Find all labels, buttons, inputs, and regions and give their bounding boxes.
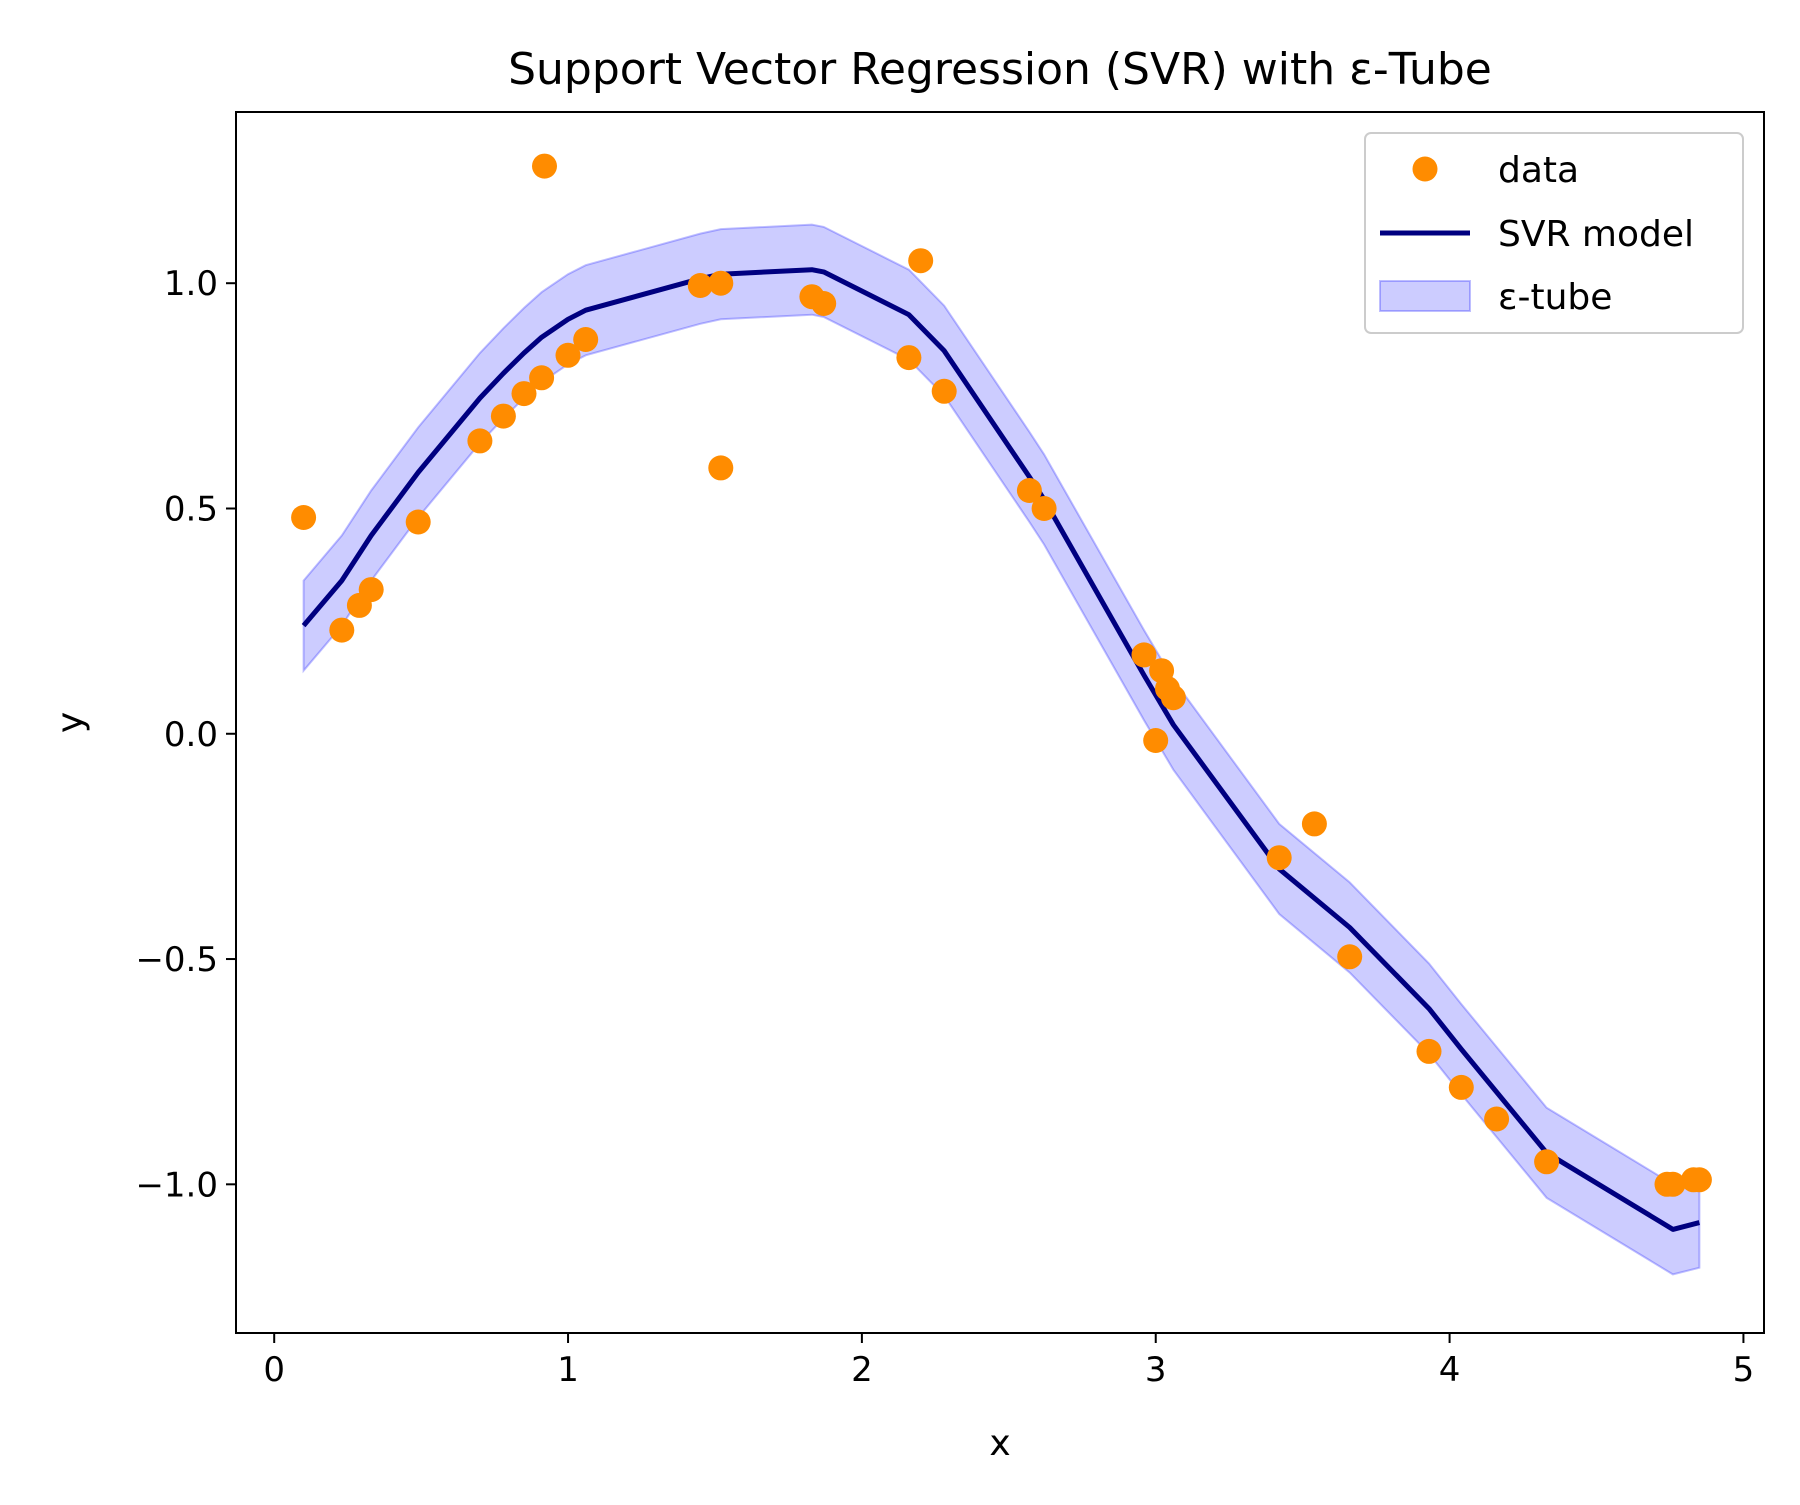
- x-tick-label: 3: [1145, 1350, 1167, 1390]
- data-point: [511, 381, 537, 407]
- data-point: [1484, 1106, 1510, 1132]
- data-point: [1266, 845, 1292, 871]
- data-point: [708, 270, 734, 296]
- data-point: [329, 617, 355, 643]
- data-point: [358, 577, 384, 603]
- data-point: [1416, 1038, 1442, 1064]
- y-tick-label: −1.0: [135, 1165, 218, 1205]
- legend-label-data: data: [1498, 150, 1579, 191]
- x-tick-label: 4: [1439, 1350, 1461, 1390]
- legend-box: [1364, 132, 1744, 334]
- data-point: [708, 455, 734, 481]
- data-point: [1031, 496, 1057, 521]
- y-axis-ticks: −1.0 −0.5 0.0 0.5 1.0: [135, 264, 236, 1205]
- data-point: [573, 327, 599, 352]
- legend-marker-data: [1412, 156, 1438, 182]
- data-point: [908, 248, 934, 274]
- legend: data SVR model ε-tube: [1364, 132, 1744, 334]
- x-tick-label: 0: [263, 1350, 285, 1390]
- data-point: [490, 403, 516, 429]
- data-point: [405, 509, 431, 535]
- data-point: [1160, 685, 1186, 711]
- x-tick-label: 5: [1733, 1350, 1755, 1390]
- data-point: [555, 342, 581, 368]
- y-tick-label: 0.0: [164, 715, 218, 755]
- x-axis-ticks: 0 1 2 3 4 5: [263, 1333, 1754, 1390]
- data-point: [896, 345, 922, 371]
- data-point: [931, 378, 957, 404]
- data-point: [1301, 811, 1327, 837]
- data-point: [529, 365, 555, 391]
- y-axis-label: y: [50, 712, 91, 733]
- x-tick-label: 2: [851, 1350, 873, 1390]
- y-tick-label: −0.5: [135, 940, 218, 980]
- chart-title: Support Vector Regression (SVR) with ε-T…: [508, 44, 1492, 95]
- legend-label-epsilon-tube: ε-tube: [1498, 277, 1612, 318]
- data-point: [291, 505, 317, 530]
- svr-model-layer: [301, 267, 1701, 1232]
- x-axis-label: x: [989, 1423, 1010, 1464]
- data-points-layer: [291, 153, 1712, 1197]
- data-point: [1686, 1167, 1712, 1193]
- data-point: [687, 273, 713, 298]
- data-point: [1143, 728, 1169, 753]
- svr-model-line: [301, 267, 1701, 1232]
- data-point: [811, 291, 837, 316]
- data-point: [532, 153, 557, 179]
- data-point: [1660, 1171, 1686, 1197]
- data-point: [1016, 478, 1042, 503]
- plot-frame: [235, 111, 1765, 1334]
- data-point: [1448, 1074, 1474, 1100]
- data-point: [1131, 642, 1157, 668]
- data-point: [1337, 944, 1363, 970]
- x-tick-label: 1: [557, 1350, 579, 1390]
- legend-label-svr-model: SVR model: [1498, 214, 1694, 255]
- legend-marker-epsilon-tube: [1379, 280, 1471, 312]
- y-tick-label: 1.0: [164, 264, 218, 304]
- data-point: [1534, 1149, 1560, 1175]
- data-point: [467, 428, 493, 454]
- y-tick-label: 0.5: [164, 489, 218, 529]
